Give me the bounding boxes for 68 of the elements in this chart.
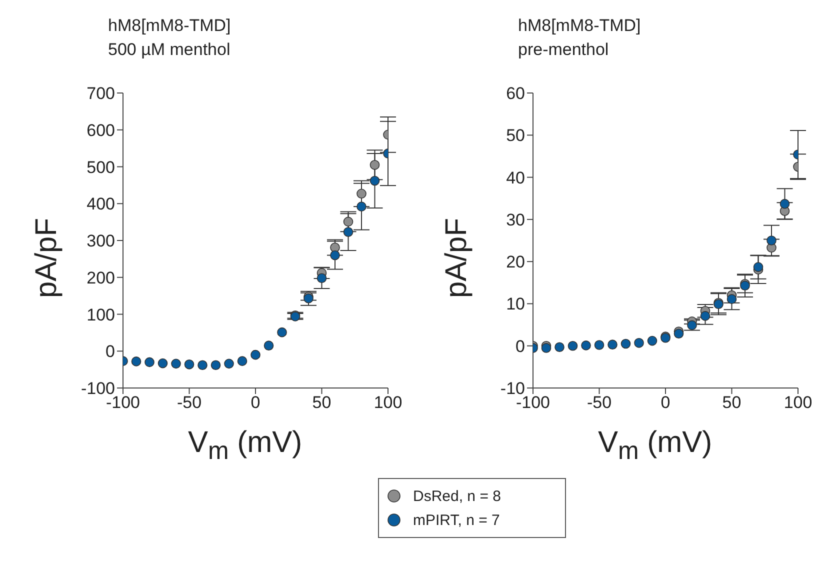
point: [131, 356, 142, 366]
y-tick-label: 600: [86, 120, 115, 140]
y-axis-title: pA/pF: [440, 218, 474, 298]
x-tick-label: 0: [250, 393, 260, 412]
y-tick-label: 0: [516, 336, 525, 356]
point: [608, 340, 618, 350]
point: [264, 340, 274, 350]
point: [198, 360, 208, 370]
point: [780, 198, 790, 209]
y-tick-label: 200: [86, 268, 115, 288]
chart-title: hM8[mM8-TMD] pre-menthol: [518, 15, 641, 61]
point: [594, 340, 604, 350]
legend-label: mPIRT, n = 7: [413, 512, 500, 528]
y-tick-label: 700: [86, 84, 115, 104]
legend-label: DsRed, n = 8: [413, 488, 501, 504]
point: [568, 340, 578, 351]
point: [277, 327, 287, 338]
point: [370, 160, 380, 170]
point: [184, 359, 194, 370]
point: [726, 294, 737, 304]
x-tick-label: 100: [374, 393, 402, 412]
y-axis-title: pA/pF: [30, 218, 64, 298]
point: [541, 343, 552, 353]
point: [343, 216, 354, 227]
y-tick-label: 400: [86, 194, 115, 214]
y-tick-label: 50: [506, 126, 525, 146]
point: [687, 320, 697, 330]
y-tick-label: -10: [500, 379, 525, 398]
y-tick-label: 0: [106, 342, 115, 362]
y-tick-label: 300: [86, 232, 115, 251]
y-tick-label: 40: [506, 168, 525, 188]
x-tick-label: 100: [784, 393, 812, 412]
point: [620, 338, 631, 349]
x-tick-label: -50: [176, 393, 202, 412]
point: [647, 336, 658, 346]
chart-title: hM8[mM8-TMD] 500 µM menthol: [108, 15, 231, 61]
y-tick-label: 10: [506, 294, 525, 314]
x-tick-label: 50: [722, 393, 742, 412]
y-tick-label: 100: [86, 305, 115, 324]
point: [343, 227, 354, 237]
point: [171, 358, 181, 369]
point: [700, 311, 710, 321]
point: [753, 262, 764, 272]
point: [356, 202, 366, 212]
y-tick-label: 500: [86, 158, 115, 177]
y-tick-label: 30: [506, 210, 525, 230]
point: [634, 338, 644, 348]
x-tick-label: -50: [586, 393, 612, 412]
point: [316, 273, 327, 284]
x-axis-title: V$_{m}$ (mV): [598, 426, 712, 466]
point: [674, 328, 684, 339]
point: [237, 356, 248, 366]
point: [250, 350, 260, 360]
point: [224, 358, 234, 369]
x-axis-title: V$_{m}$ (mV): [188, 426, 302, 466]
point: [210, 360, 221, 370]
y-tick-label: 20: [506, 252, 525, 272]
y-tick-label: 60: [506, 84, 525, 104]
point: [356, 188, 366, 199]
point: [158, 358, 168, 368]
point: [370, 176, 380, 186]
point: [766, 236, 776, 246]
point: [554, 342, 564, 352]
point: [581, 340, 591, 350]
point: [330, 250, 340, 260]
x-tick-label: 0: [660, 393, 670, 412]
point: [144, 357, 154, 368]
x-tick-label: 50: [312, 393, 332, 412]
